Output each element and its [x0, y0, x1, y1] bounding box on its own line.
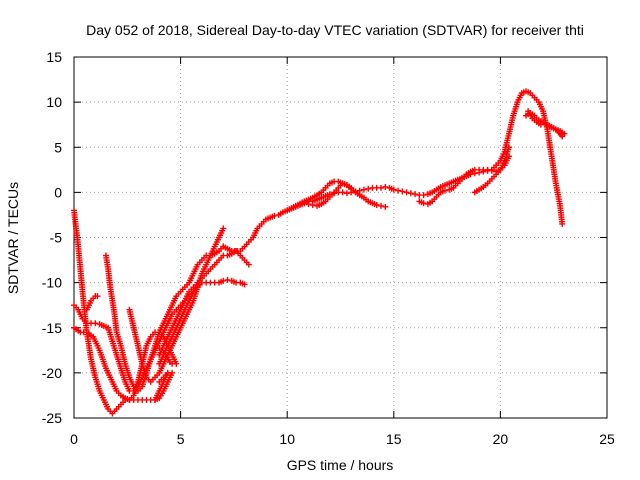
series-plus-markers [284, 178, 389, 214]
series-marks [83, 293, 101, 313]
series-marks [102, 243, 227, 394]
y-tick-label: -25 [42, 410, 62, 426]
y-tick-label: -15 [42, 320, 62, 336]
series-plus-markers [156, 369, 171, 385]
y-tick-label: -10 [42, 275, 62, 291]
tick-marks [73, 56, 608, 419]
series-marks [71, 324, 176, 403]
x-tick-labels: 0 5 10 15 20 25 [70, 431, 615, 447]
y-tick-labels: 15 10 5 0 -5 -10 -15 -20 -25 [42, 49, 62, 426]
x-tick-label: 0 [70, 431, 78, 447]
chart-title: Day 052 of 2018, Sidereal Day-to-day VTE… [86, 22, 584, 38]
x-tick-label: 5 [177, 431, 185, 447]
series-marks [471, 144, 512, 196]
y-tick-label: 5 [54, 139, 62, 155]
y-tick-label: -5 [50, 230, 63, 246]
y-tick-label: 10 [46, 94, 62, 110]
x-tick-label: 10 [279, 431, 295, 447]
y-tick-label: -20 [42, 365, 62, 381]
x-tick-label: 25 [599, 431, 615, 447]
series-plus-markers [102, 243, 227, 394]
series-marks [220, 88, 566, 255]
series-plus-markers [471, 144, 512, 196]
series-marks [525, 108, 566, 140]
series-marks [156, 369, 171, 385]
y-tick-label: 0 [54, 184, 62, 200]
x-axis-label: GPS time / hours [287, 457, 394, 473]
series-plus-markers [525, 108, 566, 140]
series-plus-markers [220, 88, 566, 255]
x-tick-label: 15 [386, 431, 402, 447]
data-marks [71, 88, 568, 417]
y-tick-label: 15 [46, 49, 62, 65]
series-marks [156, 284, 197, 358]
y-axis-label: SDTVAR / TECUs [5, 182, 21, 294]
series-marks [301, 180, 355, 209]
series-plus-markers [301, 180, 355, 209]
series-plus-markers [83, 293, 101, 313]
series-plus-markers [156, 284, 197, 358]
series-plus-markers [71, 324, 176, 403]
x-tick-label: 20 [493, 431, 509, 447]
series-marks [284, 178, 389, 214]
